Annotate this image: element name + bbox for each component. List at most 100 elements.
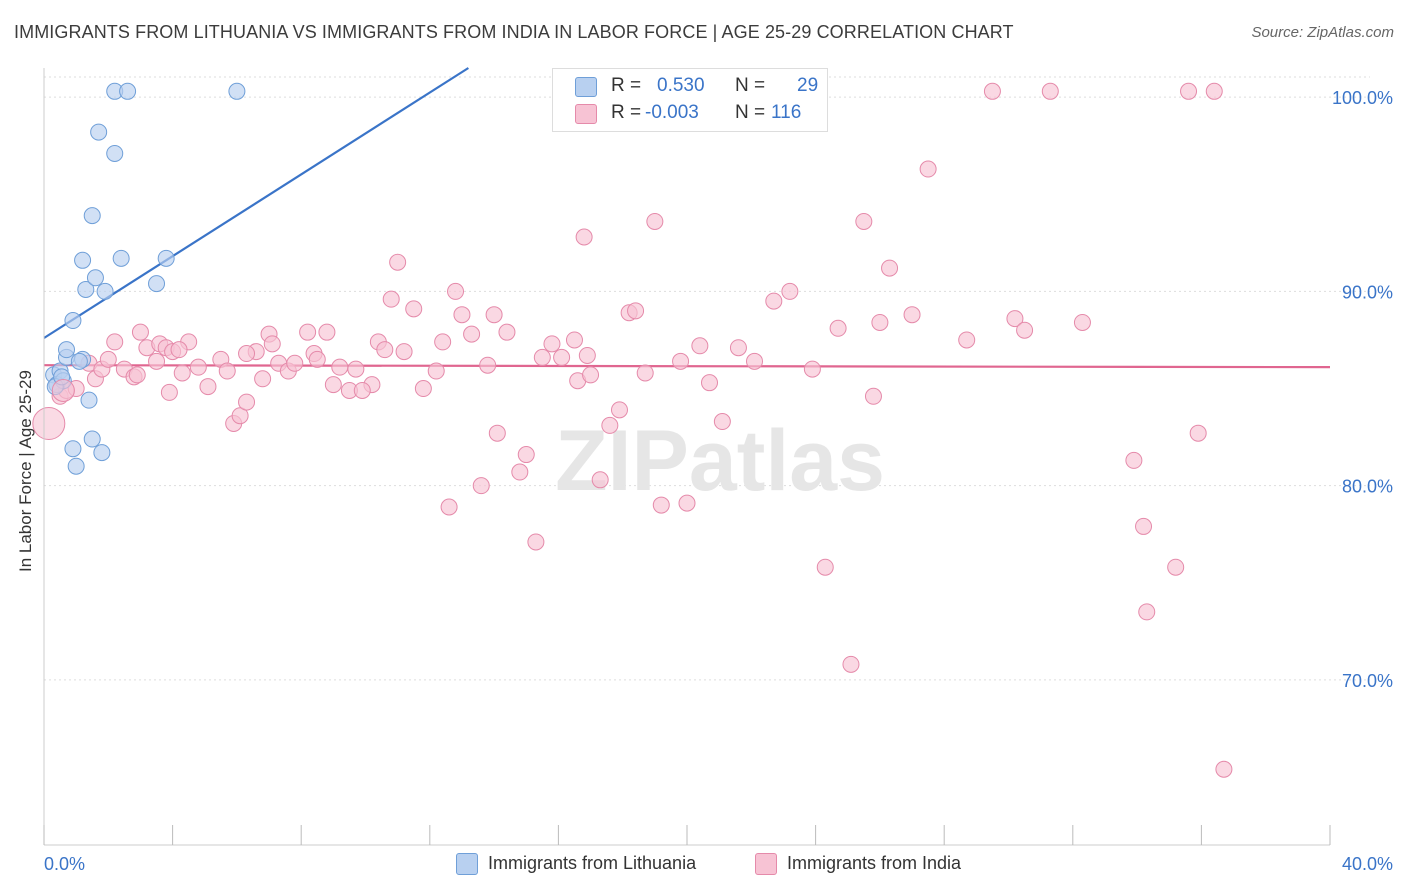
legend-r-value-lithuania: 0.530	[657, 75, 705, 96]
point-india	[238, 393, 256, 411]
legend-n-value-lithuania: 29	[797, 75, 819, 96]
y-tick-label: 100.0%	[1332, 88, 1393, 108]
point-lithuania	[157, 249, 175, 267]
point-india	[575, 228, 593, 246]
point-india	[308, 350, 326, 368]
point-india	[1135, 517, 1153, 535]
point-india	[1041, 82, 1059, 100]
point-india	[511, 463, 529, 481]
point-india	[652, 496, 670, 514]
bottom-legend-swatch-india	[755, 853, 777, 875]
point-india	[958, 331, 976, 349]
point-india	[231, 407, 249, 425]
point-lithuania	[64, 440, 82, 458]
chart-title: IMMIGRANTS FROM LITHUANIA VS IMMIGRANTS …	[14, 22, 1014, 42]
point-india	[395, 343, 413, 361]
point-lithuania	[80, 391, 98, 409]
point-india	[1189, 424, 1207, 442]
point-india	[627, 302, 645, 320]
source-label: Source: ZipAtlas.com	[1251, 24, 1394, 41]
point-india	[347, 360, 365, 378]
point-india	[99, 350, 117, 368]
point-lithuania	[86, 269, 104, 287]
point-india	[463, 325, 481, 343]
point-india	[263, 335, 281, 353]
point-india	[842, 655, 860, 673]
point-india	[479, 356, 497, 374]
point-lithuania	[119, 82, 137, 100]
point-india	[453, 306, 471, 324]
point-india	[160, 383, 178, 401]
point-india	[591, 471, 609, 489]
point-india	[199, 378, 217, 396]
point-india	[636, 364, 654, 382]
point-india	[324, 376, 342, 394]
point-india	[389, 253, 407, 271]
point-india	[440, 498, 458, 516]
point-india	[254, 370, 272, 388]
y-tick-label: 80.0%	[1342, 477, 1393, 497]
point-india	[578, 346, 596, 364]
point-india	[382, 290, 400, 308]
point-lithuania	[228, 82, 246, 100]
point-india	[1073, 313, 1091, 331]
legend-r-label: R =	[611, 75, 642, 96]
point-india	[170, 341, 188, 359]
point-india	[485, 306, 503, 324]
point-india	[803, 360, 821, 378]
point-lithuania	[106, 144, 124, 162]
point-layer	[32, 82, 1233, 778]
point-india	[318, 323, 336, 341]
point-india	[610, 401, 628, 419]
point-india	[543, 335, 561, 353]
point-india	[553, 348, 571, 366]
point-india	[601, 416, 619, 434]
point-india	[729, 339, 747, 357]
point-india	[434, 333, 452, 351]
point-india	[173, 364, 191, 382]
point-lithuania	[90, 123, 108, 141]
point-india	[472, 477, 490, 495]
point-india	[864, 387, 882, 405]
point-india	[646, 212, 664, 230]
point-india	[376, 341, 394, 359]
point-india	[829, 319, 847, 337]
point-india	[672, 352, 690, 370]
point-india	[678, 494, 696, 512]
point-india-cluster	[32, 406, 66, 440]
legend-swatch-lithuania	[575, 77, 597, 97]
point-lithuania	[74, 251, 92, 269]
point-india	[701, 374, 719, 392]
point-india	[405, 300, 423, 318]
point-india	[299, 323, 317, 341]
point-india	[1138, 603, 1156, 621]
point-lithuania	[83, 430, 101, 448]
point-india	[189, 358, 207, 376]
point-india	[1180, 82, 1198, 100]
point-india	[713, 413, 731, 431]
bottom-legend-label-india: Immigrants from India	[787, 853, 962, 873]
point-india	[353, 381, 371, 399]
point-india	[881, 259, 899, 277]
point-india	[1016, 321, 1034, 339]
point-india	[1205, 82, 1223, 100]
point-india	[533, 348, 551, 366]
legend-n-label: N =	[735, 102, 766, 123]
point-india	[517, 446, 535, 464]
point-india	[781, 282, 799, 300]
point-lithuania	[64, 312, 82, 330]
x-tick-label: 0.0%	[44, 854, 85, 874]
bottom-legend-label-lithuania: Immigrants from Lithuania	[488, 853, 697, 873]
point-india	[903, 306, 921, 324]
legend-n-value-india: 116	[771, 102, 802, 123]
point-india	[691, 337, 709, 355]
point-india	[816, 558, 834, 576]
point-india-cluster	[51, 378, 75, 402]
point-lithuania	[67, 457, 85, 475]
point-india	[1167, 558, 1185, 576]
axis-layer: 70.0% 80.0% 90.0% 100.0% 0.0% 40.0%	[43, 68, 1393, 874]
point-india	[871, 313, 889, 331]
y-tick-label: 70.0%	[1342, 671, 1393, 691]
y-tick-label: 90.0%	[1342, 282, 1393, 302]
